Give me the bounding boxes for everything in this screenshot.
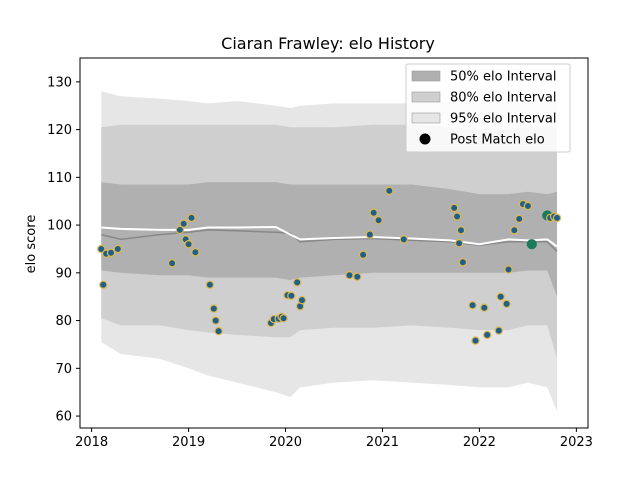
data-point	[211, 316, 220, 325]
legend-marker-post-match	[419, 133, 431, 145]
data-point	[504, 265, 513, 274]
data-point	[450, 203, 459, 213]
x-tick-label: 2022	[463, 435, 496, 450]
legend-swatch-band-95	[411, 112, 441, 124]
data-point	[97, 244, 106, 254]
y-tick-label: 100	[47, 219, 72, 234]
x-tick-label: 2020	[269, 435, 302, 450]
x-tick-label: 2023	[560, 435, 593, 450]
data-point	[345, 271, 354, 280]
y-tick-label: 120	[47, 123, 72, 138]
plot-frame	[79, 57, 589, 429]
legend-swatch-band-50	[411, 70, 441, 82]
data-point	[552, 213, 562, 223]
data-point	[358, 250, 368, 259]
data-point	[399, 235, 408, 244]
data-point	[523, 201, 533, 211]
data-point	[179, 219, 188, 228]
data-point	[293, 278, 302, 287]
legend-label: Post Match elo	[450, 133, 545, 148]
data-point	[496, 292, 505, 301]
legend-swatch-band-80	[411, 91, 441, 103]
data-point	[515, 214, 524, 224]
data-point	[214, 326, 223, 336]
data-point	[385, 186, 394, 195]
data-point	[456, 226, 466, 235]
y-tick-label: 110	[47, 171, 72, 186]
data-point	[99, 280, 108, 289]
chart-title: Ciaran Frawley: elo History	[221, 34, 435, 53]
data-point	[209, 304, 218, 313]
legend: 50% elo Interval 80% elo Interval 95% elo …	[405, 63, 571, 153]
mean-elo-line	[101, 229, 558, 252]
data-point	[365, 230, 375, 239]
data-point	[175, 225, 185, 235]
data-point	[287, 291, 296, 300]
plot-area: 2018 2019 2020 2021 2022 2023 60 70 80 90 100 110 12…	[47, 57, 593, 450]
data-point	[113, 244, 123, 254]
data-point	[452, 212, 462, 221]
x-tick-label: 2021	[366, 435, 399, 450]
data-point	[369, 208, 378, 217]
data-point	[468, 301, 477, 310]
data-point	[167, 259, 177, 268]
data-point	[480, 303, 489, 312]
legend-label: 95% elo Interval	[450, 112, 557, 127]
data-point	[458, 258, 468, 267]
data-point	[526, 239, 537, 250]
y-tick-label: 70	[55, 362, 72, 377]
data-point	[471, 336, 480, 345]
x-tick-label: 2018	[75, 435, 108, 450]
data-point	[454, 238, 464, 248]
data-point	[483, 330, 492, 340]
data-point	[494, 326, 503, 335]
data-point	[374, 216, 383, 225]
data-point	[510, 226, 519, 235]
data-point	[106, 248, 116, 257]
legend-label: 80% elo Interval	[450, 91, 557, 106]
y-tick-label: 90	[55, 266, 72, 281]
data-point	[205, 280, 215, 289]
data-point	[279, 314, 288, 323]
data-point	[353, 272, 362, 281]
y-tick-label: 80	[55, 314, 72, 329]
y-axis-label: elo score	[24, 215, 39, 274]
data-point	[184, 239, 193, 249]
data-point	[297, 295, 307, 305]
data-point	[191, 248, 200, 257]
data-point	[502, 299, 511, 309]
legend-label: 50% elo Interval	[450, 70, 557, 85]
y-tick-label: 60	[55, 410, 72, 425]
data-point	[187, 213, 196, 223]
x-tick-label: 2019	[172, 435, 205, 450]
y-tick-label: 130	[47, 75, 72, 90]
legend-box	[405, 63, 571, 153]
